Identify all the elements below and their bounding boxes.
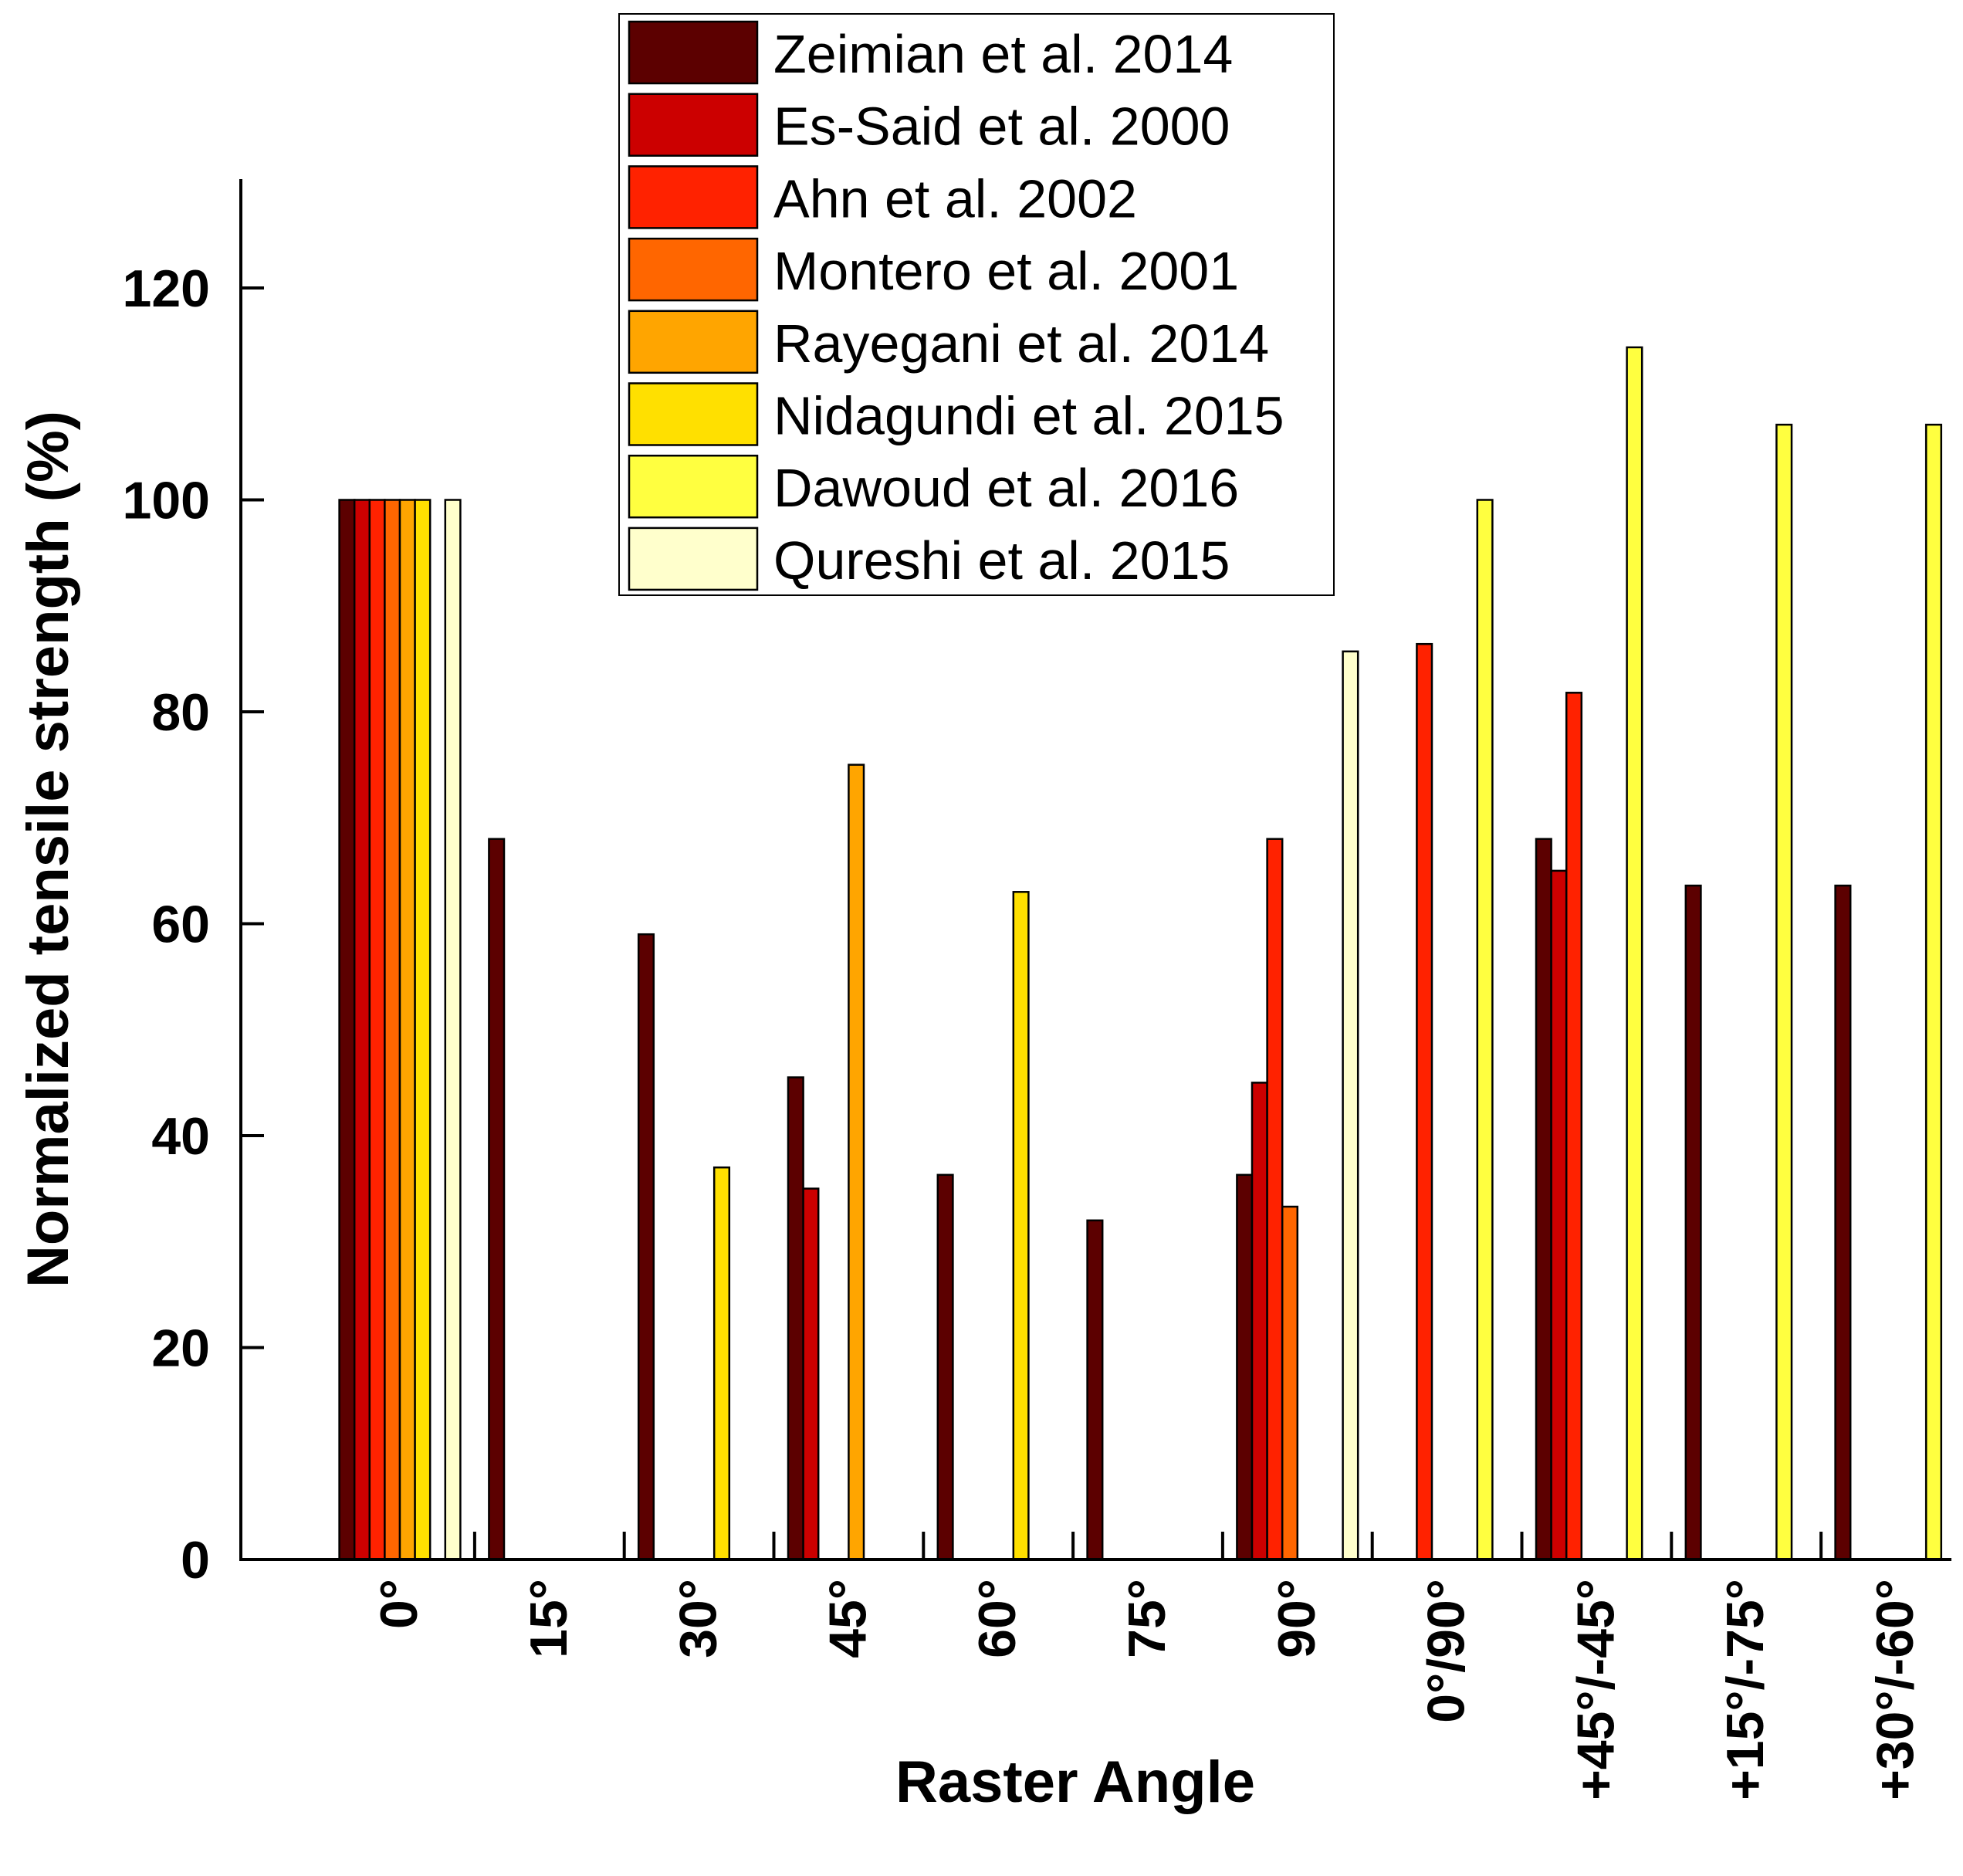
bar-6-9 (1775, 423, 1793, 1561)
y-tick-labels: 0 20 40 60 80 100 120 (123, 259, 210, 1590)
y-tick-label: 120 (123, 259, 210, 318)
x-tick-labels: 0° 15° 30° 45° 60° 75° 90° 0°/90° +45°/-45° +15°/… (370, 1579, 1924, 1800)
legend-swatch (628, 310, 759, 374)
bar-5-4 (1012, 891, 1030, 1561)
bar-1-0 (353, 499, 371, 1561)
x-tick-label: 15° (520, 1579, 578, 1658)
y-tick-label: 60 (151, 896, 210, 954)
bar-5-2 (712, 1166, 731, 1561)
bar-1-8 (1550, 869, 1568, 1561)
legend-swatch (628, 237, 759, 302)
y-tick-label: 100 (123, 472, 210, 530)
bar-2-6 (1266, 838, 1284, 1561)
bar-6-8 (1626, 346, 1643, 1561)
bar-6-7 (1476, 499, 1494, 1561)
legend-swatch (628, 165, 759, 229)
legend-label: Nidagundi et al. 2015 (773, 386, 1284, 446)
x-tick-label: 90° (1267, 1579, 1326, 1658)
x-tick-label: 45° (818, 1579, 877, 1658)
legend-swatch (628, 20, 759, 85)
bar-0-9 (1684, 884, 1702, 1561)
bar-0-2 (637, 933, 655, 1561)
x-tick-label: +45°/-45° (1566, 1579, 1625, 1800)
bar-2-8 (1565, 692, 1583, 1561)
y-tick-label: 0 (181, 1531, 210, 1590)
legend-label: Qureshi et al. 2015 (773, 530, 1230, 591)
y-tick-label: 80 (151, 683, 210, 742)
bar-0-3 (787, 1076, 804, 1561)
bar-0-10 (1834, 884, 1852, 1561)
bar-0-8 (1535, 838, 1552, 1561)
bar-2-0 (368, 499, 386, 1561)
legend: Zeimian et al. 2014 Es-Said et al. 2000 Ah… (618, 13, 1335, 596)
legend-label: Zeimian et al. 2014 (773, 24, 1233, 84)
bar-2-7 (1416, 642, 1433, 1561)
bar-4-0 (398, 499, 416, 1561)
bar-0-1 (488, 838, 506, 1561)
bar-0-6 (1236, 1173, 1254, 1561)
bar-0-4 (936, 1173, 954, 1561)
x-axis-title: Raster Angle (895, 1749, 1255, 1815)
plot-bars (338, 346, 1943, 1561)
legend-label: Es-Said et al. 2000 (773, 97, 1230, 157)
bar-1-3 (802, 1187, 820, 1561)
legend-label: Ahn et al. 2002 (773, 168, 1137, 229)
y-tick-label: 20 (151, 1319, 210, 1378)
legend-label: Rayegani et al. 2014 (773, 313, 1269, 374)
bar-4-3 (848, 764, 865, 1561)
legend-label: Montero et al. 2001 (773, 241, 1239, 301)
x-tick-label: 30° (669, 1579, 728, 1658)
legend-label: Dawoud et al. 2016 (773, 458, 1239, 518)
x-tick-label: 0°/90° (1417, 1579, 1476, 1723)
bar-0-5 (1086, 1219, 1104, 1561)
x-tick-label: +30°/-60° (1866, 1579, 1924, 1800)
x-tick-label: 0° (370, 1579, 428, 1629)
y-axis-title: Normalized tensile strength (%) (15, 411, 81, 1288)
bar-6-10 (1924, 423, 1943, 1561)
legend-swatch (628, 454, 759, 519)
x-tick-label: +15°/-75° (1716, 1579, 1775, 1800)
legend-swatch (628, 382, 759, 446)
y-tick-label: 40 (151, 1107, 210, 1166)
bar-7-6 (1342, 650, 1359, 1561)
bar-0-0 (338, 499, 356, 1561)
legend-swatch (628, 527, 759, 591)
axes (239, 179, 1951, 1561)
x-tick-label: 60° (968, 1579, 1027, 1658)
bar-7-0 (444, 499, 462, 1561)
x-tick-label: 75° (1118, 1579, 1176, 1658)
bar-3-0 (384, 499, 401, 1561)
bar-1-6 (1251, 1082, 1268, 1561)
bar-5-0 (414, 499, 432, 1561)
bar-3-6 (1281, 1205, 1299, 1561)
legend-swatch (628, 93, 759, 157)
